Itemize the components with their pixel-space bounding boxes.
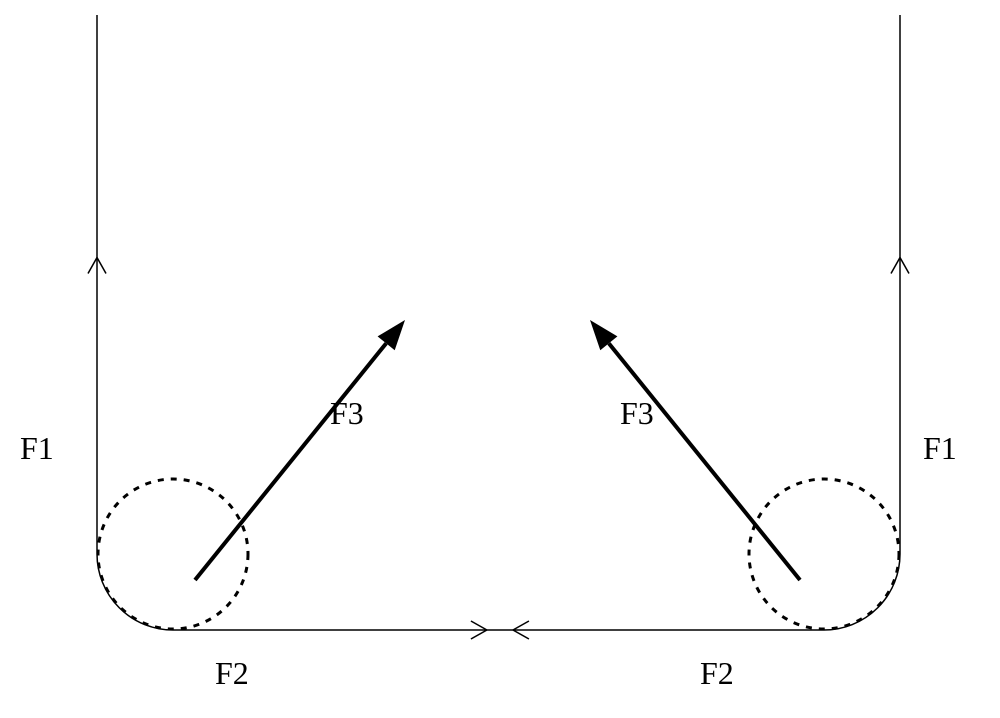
f1-left-head [88,258,97,274]
f2-right-head [513,630,529,639]
f2-left-head [471,621,487,630]
f1-right-head [900,258,909,274]
label-f2-right: F2 [700,655,734,692]
f1-right-head [891,258,900,274]
force-diagram [0,0,1000,718]
label-f2-left: F2 [215,655,249,692]
label-f3-right: F3 [620,395,654,432]
label-f1-left: F1 [20,430,54,467]
f3-left-shaft [195,343,386,580]
label-f3-left: F3 [330,395,364,432]
pulley-circle-right [749,479,899,629]
f3-right-shaft [609,343,800,580]
f1-left-head [97,258,106,274]
label-f1-right: F1 [923,430,957,467]
f2-right-head [513,621,529,630]
pulley-circle-left [98,479,248,629]
f2-left-head [471,630,487,639]
